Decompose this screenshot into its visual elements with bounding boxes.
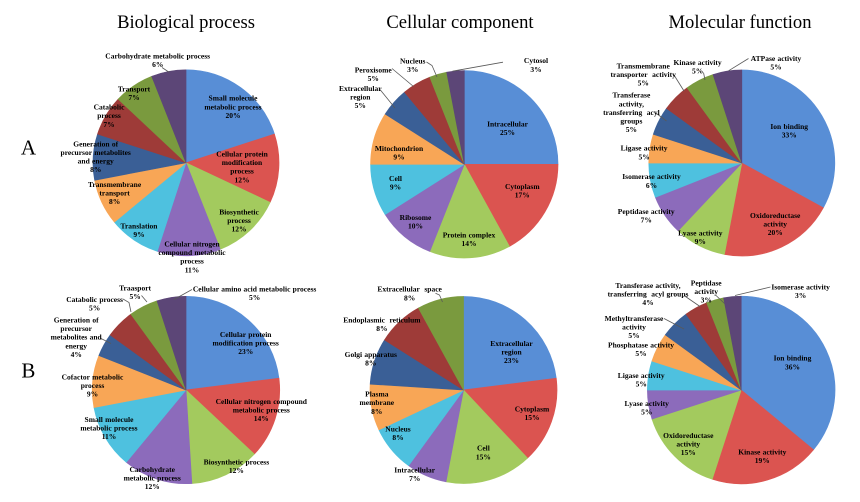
svg-text:Cellular amino acid metabolic: Cellular amino acid metabolic process 5% [193, 285, 316, 303]
svg-text:Carbohydrate metabolic process: Carbohydrate metabolic process 6% [105, 51, 210, 69]
svg-text:Cellular component: Cellular component [386, 12, 534, 33]
svg-text:Molecular function: Molecular function [668, 12, 812, 33]
svg-text:Biological process: Biological process [117, 12, 255, 33]
svg-text:B: B [21, 359, 35, 383]
svg-text:Transferase activity,transferr: Transferase activity, transferring acyl g… [608, 281, 689, 307]
svg-text:A: A [21, 136, 37, 160]
